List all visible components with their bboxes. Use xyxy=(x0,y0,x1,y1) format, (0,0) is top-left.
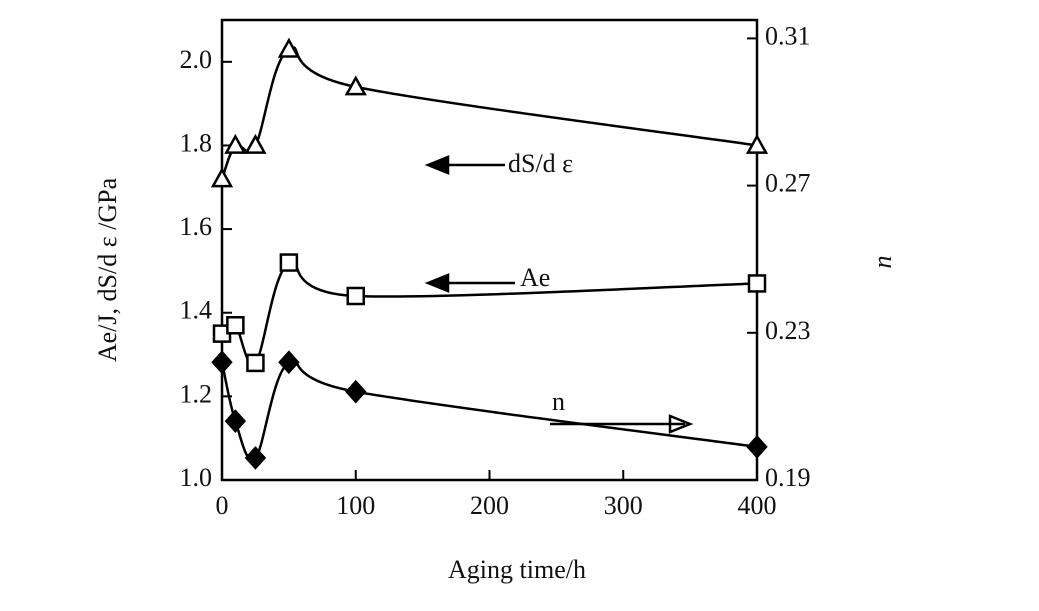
series-line xyxy=(220,358,758,462)
series-label: dS/d ε xyxy=(508,149,573,178)
marker xyxy=(344,75,367,96)
marker xyxy=(210,167,234,188)
marker xyxy=(346,286,365,306)
annotation-arrow xyxy=(424,155,694,434)
y-axis-label: Ae/J, dS/d ε /GPa xyxy=(93,177,122,362)
series-label: Ae xyxy=(520,263,550,292)
y-tick-label: 2.0 xyxy=(180,45,213,74)
marker xyxy=(244,446,267,470)
y2-tick-label: 0.19 xyxy=(765,463,811,492)
marker xyxy=(226,316,245,335)
y2-tick-label: 0.31 xyxy=(765,21,811,50)
marker xyxy=(278,350,300,375)
series-label: n xyxy=(552,387,565,416)
x-axis-label: Aging time/h xyxy=(448,555,586,584)
y-tick-label: 1.0 xyxy=(180,463,213,492)
y-tick-label: 1.4 xyxy=(180,296,213,325)
y-tick-label: 1.2 xyxy=(180,379,213,408)
x-tick-label: 0 xyxy=(216,491,229,520)
y2-tick-label: 0.27 xyxy=(765,169,811,198)
x-tick-label: 100 xyxy=(336,491,375,520)
marker xyxy=(747,274,767,293)
marker xyxy=(277,37,300,58)
y-tick-label: 1.6 xyxy=(180,212,213,241)
y2-tick-label: 0.23 xyxy=(765,316,811,345)
marker xyxy=(224,409,247,433)
marker xyxy=(224,133,247,154)
y2-axis-label: n xyxy=(868,256,897,269)
marker xyxy=(746,435,768,459)
series-line xyxy=(221,259,758,366)
x-tick-label: 300 xyxy=(604,491,643,520)
y-tick-label: 1.8 xyxy=(180,128,213,157)
marker xyxy=(279,253,299,272)
marker xyxy=(246,353,265,373)
x-tick-label: 400 xyxy=(738,491,777,520)
series-line xyxy=(220,46,758,180)
x-tick-label: 200 xyxy=(470,491,509,520)
marker xyxy=(244,133,267,154)
marker xyxy=(211,350,233,375)
marker xyxy=(745,133,769,154)
marker xyxy=(345,379,367,404)
